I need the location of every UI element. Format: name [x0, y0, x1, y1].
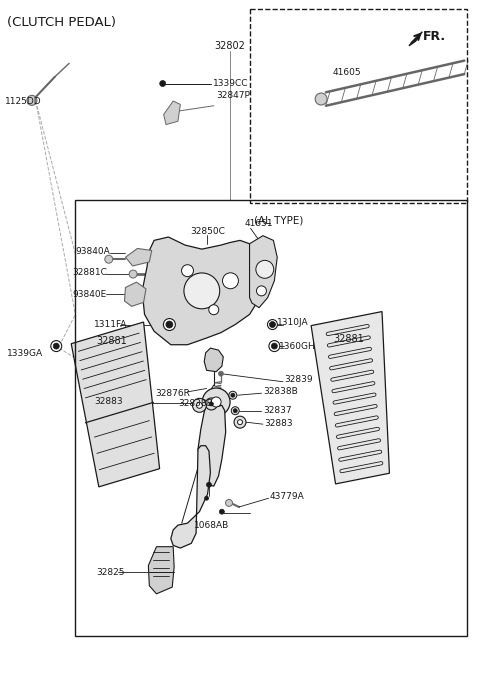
Text: 32881: 32881 — [334, 335, 364, 344]
Text: 32825: 32825 — [96, 568, 124, 577]
Polygon shape — [71, 322, 160, 487]
Text: (AL TYPE): (AL TYPE) — [254, 216, 304, 226]
Text: 32876R: 32876R — [155, 389, 190, 397]
Circle shape — [256, 286, 266, 296]
Polygon shape — [204, 348, 223, 372]
Text: 32838B: 32838B — [178, 400, 213, 408]
Text: 32881: 32881 — [97, 337, 128, 346]
Circle shape — [192, 398, 206, 412]
Circle shape — [238, 420, 242, 425]
Polygon shape — [250, 236, 277, 308]
Circle shape — [53, 343, 59, 349]
Circle shape — [209, 402, 213, 406]
Text: 32839: 32839 — [284, 375, 312, 384]
Text: 43779A: 43779A — [270, 492, 304, 502]
Circle shape — [234, 416, 246, 428]
Bar — [250, 9, 467, 203]
Circle shape — [129, 270, 137, 278]
Circle shape — [229, 391, 237, 400]
Circle shape — [205, 398, 217, 410]
Circle shape — [231, 393, 235, 397]
Text: 93840A: 93840A — [75, 247, 110, 256]
Circle shape — [166, 321, 173, 328]
Polygon shape — [311, 312, 389, 484]
Text: 32838B: 32838B — [263, 387, 298, 396]
Text: 32883: 32883 — [264, 419, 292, 428]
Polygon shape — [148, 547, 174, 594]
Circle shape — [256, 260, 274, 279]
Circle shape — [219, 509, 224, 514]
Circle shape — [202, 388, 230, 416]
Text: 32883: 32883 — [95, 397, 123, 406]
Polygon shape — [125, 249, 152, 266]
Circle shape — [315, 93, 327, 105]
Bar — [75, 200, 467, 635]
Circle shape — [226, 500, 232, 506]
Text: 93840E: 93840E — [72, 290, 106, 299]
Text: FR.: FR. — [423, 30, 446, 43]
Text: 1339GA: 1339GA — [7, 349, 43, 358]
Circle shape — [218, 371, 223, 376]
Text: 1068AB: 1068AB — [194, 521, 229, 530]
Circle shape — [209, 305, 219, 315]
Text: 1125DD: 1125DD — [5, 97, 42, 105]
Text: 32837: 32837 — [263, 406, 291, 414]
Circle shape — [51, 341, 62, 352]
Polygon shape — [142, 237, 265, 345]
Polygon shape — [198, 404, 226, 486]
Circle shape — [269, 341, 280, 352]
Circle shape — [271, 343, 277, 349]
Circle shape — [211, 397, 221, 407]
Text: 1360GH: 1360GH — [279, 341, 316, 351]
Polygon shape — [164, 101, 180, 124]
Text: 32850C: 32850C — [190, 227, 225, 236]
Text: 41651: 41651 — [245, 219, 274, 228]
Polygon shape — [409, 32, 422, 46]
Polygon shape — [124, 282, 146, 306]
Circle shape — [160, 80, 166, 87]
Circle shape — [269, 322, 276, 328]
Circle shape — [231, 407, 239, 414]
Text: 1310JA: 1310JA — [277, 318, 309, 327]
Circle shape — [223, 273, 239, 289]
Circle shape — [163, 318, 175, 331]
Circle shape — [206, 482, 212, 487]
Text: 32847P: 32847P — [216, 91, 250, 100]
Circle shape — [27, 95, 37, 105]
Circle shape — [184, 273, 220, 309]
Circle shape — [233, 409, 237, 413]
Text: 41605: 41605 — [333, 68, 362, 76]
Circle shape — [267, 320, 277, 329]
Circle shape — [181, 265, 193, 276]
Text: 32881C: 32881C — [72, 268, 107, 277]
Text: (CLUTCH PEDAL): (CLUTCH PEDAL) — [7, 16, 116, 29]
Circle shape — [105, 256, 113, 263]
Text: 1339CC: 1339CC — [213, 79, 248, 88]
Text: 1311FA: 1311FA — [95, 320, 128, 329]
Text: 32802: 32802 — [214, 41, 245, 51]
Circle shape — [196, 402, 203, 408]
Circle shape — [204, 496, 209, 500]
Polygon shape — [171, 445, 210, 548]
